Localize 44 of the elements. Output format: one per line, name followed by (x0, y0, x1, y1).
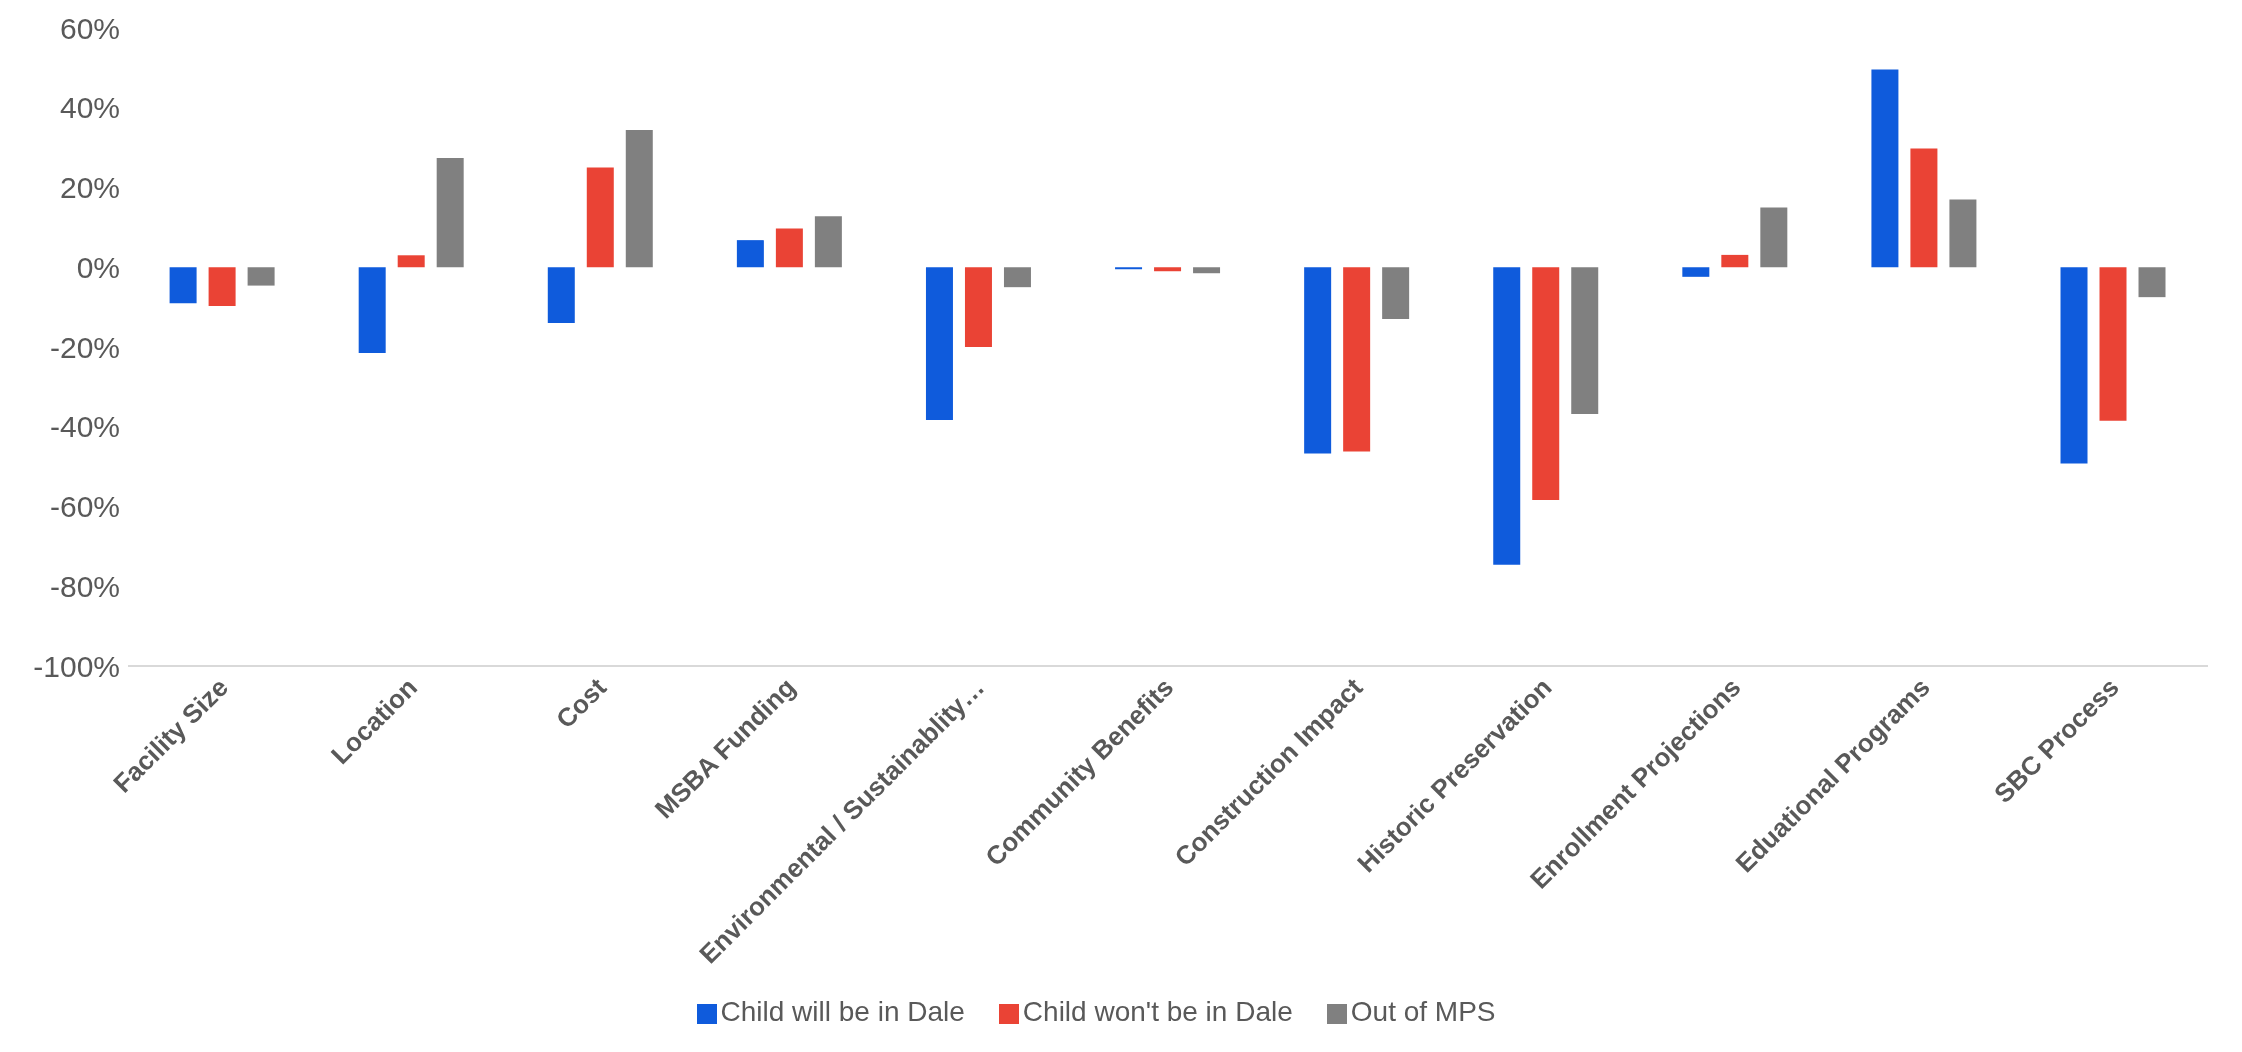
bar (964, 267, 992, 347)
bar (1682, 267, 1710, 277)
y-tick-label: -20% (49, 330, 120, 364)
y-tick-label: -60% (49, 490, 120, 524)
bar (1571, 267, 1599, 414)
bar (397, 255, 425, 268)
legend-label: Out of MPS (1350, 996, 1496, 1027)
bar (2138, 267, 2166, 298)
bar (775, 228, 803, 268)
y-tick-label: -100% (33, 649, 120, 683)
bar (1343, 267, 1371, 452)
y-tick-label: 20% (59, 171, 120, 205)
bar (1154, 267, 1182, 272)
bar (1193, 267, 1221, 274)
bar (1721, 254, 1749, 268)
bar (358, 267, 386, 353)
bar (169, 267, 197, 304)
bar (2099, 267, 2127, 421)
y-tick-label: -40% (49, 410, 120, 444)
bar (1382, 267, 1410, 320)
bar (1871, 69, 1899, 268)
bar (1760, 207, 1788, 268)
bar (925, 267, 953, 420)
bar (1532, 267, 1560, 501)
legend-label: Child will be in Dale (720, 996, 965, 1027)
bar (736, 240, 764, 268)
y-tick-label: 60% (59, 11, 120, 45)
y-tick-label: -80% (49, 569, 120, 603)
y-tick-label: 0% (76, 250, 120, 284)
bar (436, 157, 464, 268)
bar (1304, 267, 1332, 454)
bar (625, 130, 653, 268)
bar (1949, 199, 1977, 268)
bar (586, 167, 614, 268)
bar (1910, 148, 1938, 268)
bar (2060, 267, 2088, 464)
legend-label: Child won't be in Dale (1022, 996, 1293, 1027)
bar (208, 267, 236, 306)
y-tick-label: 40% (59, 91, 120, 125)
bar (1003, 267, 1031, 288)
bar (247, 267, 275, 286)
bar (814, 216, 842, 268)
bar (547, 267, 575, 324)
bar (1493, 267, 1521, 565)
